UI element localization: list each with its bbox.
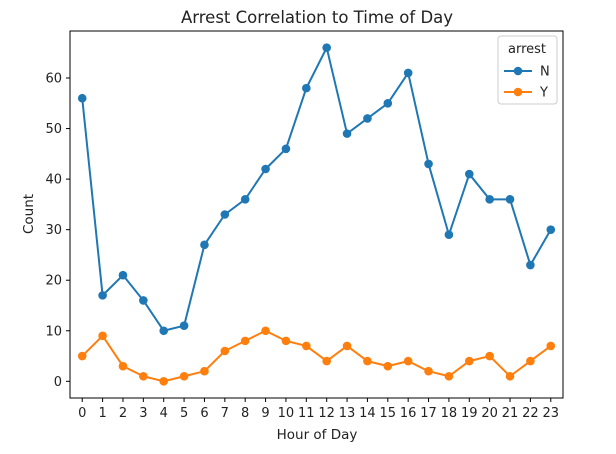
x-tick-label: 7	[221, 406, 229, 421]
x-tick-label: 14	[359, 406, 376, 421]
x-tick-label: 16	[400, 406, 417, 421]
legend-label-n: N	[540, 65, 550, 80]
y-tick-label: 20	[45, 274, 62, 289]
data-point-y	[363, 356, 372, 366]
y-axis-ticks: 0 10 20 30 40 50 60	[45, 72, 70, 390]
data-point-n	[444, 230, 454, 240]
data-point-y	[281, 336, 291, 346]
y-tick-label: 10	[45, 324, 62, 339]
x-tick-label: 21	[502, 406, 519, 421]
data-point-y	[302, 341, 311, 351]
data-point-y	[444, 371, 454, 381]
data-point-y	[139, 371, 148, 381]
data-point-y	[98, 331, 107, 341]
data-point-y	[220, 346, 230, 356]
data-point-y	[322, 356, 331, 366]
data-point-n	[485, 195, 494, 204]
axes-layer	[69, 30, 564, 399]
x-tick-label: 8	[241, 406, 249, 421]
data-point-n	[281, 144, 291, 154]
data-point-n	[505, 195, 515, 204]
legend-marker-n	[513, 66, 523, 76]
data-point-n	[159, 326, 169, 336]
x-tick-label: 19	[461, 406, 478, 421]
data-point-y	[424, 366, 433, 376]
data-point-n	[464, 169, 474, 179]
data-point-y	[383, 361, 393, 371]
data-point-n	[200, 240, 209, 250]
data-point-y	[240, 336, 250, 346]
plot-frame	[69, 30, 564, 399]
data-point-n	[403, 68, 413, 78]
x-tick-label: 23	[543, 406, 560, 421]
data-point-n	[98, 291, 107, 300]
data-point-y	[546, 341, 556, 351]
data-point-y	[179, 371, 189, 381]
chart-title: Arrest Correlation to Time of Day	[181, 8, 453, 27]
legend-label-y: Y	[539, 86, 548, 101]
data-point-y	[261, 326, 270, 336]
data-point-y	[77, 351, 87, 361]
x-tick-label: 0	[78, 406, 86, 421]
x-tick-label: 17	[420, 406, 437, 421]
x-tick-label: 12	[318, 406, 335, 421]
x-tick-label: 6	[200, 406, 208, 421]
x-tick-label: 3	[139, 406, 147, 421]
x-tick-label: 20	[481, 406, 498, 421]
series-layer	[77, 43, 556, 386]
legend-items: NY	[504, 65, 550, 101]
data-point-y	[342, 341, 352, 351]
x-tick-label: 9	[261, 406, 269, 421]
x-tick-label: 5	[180, 406, 188, 421]
data-point-n	[546, 225, 556, 234]
x-tick-label: 15	[380, 406, 397, 421]
data-point-y	[505, 371, 515, 381]
data-point-y	[464, 356, 474, 366]
data-point-n	[322, 43, 331, 52]
data-point-n	[139, 296, 148, 305]
data-point-n	[240, 195, 250, 204]
legend-title: arrest	[508, 42, 546, 57]
data-point-n	[77, 93, 87, 103]
x-tick-label: 4	[160, 406, 168, 421]
data-point-n	[342, 129, 352, 138]
data-point-n	[179, 321, 189, 331]
data-point-n	[526, 260, 535, 270]
y-tick-label: 40	[45, 173, 62, 188]
y-tick-label: 60	[45, 72, 62, 87]
data-point-n	[383, 98, 393, 108]
x-tick-label: 18	[441, 406, 458, 421]
data-point-n	[220, 210, 230, 219]
series-line-y	[81, 329, 552, 383]
data-point-y	[526, 356, 535, 366]
data-point-n	[363, 114, 372, 123]
data-point-n	[302, 83, 311, 93]
data-point-y	[118, 361, 128, 371]
x-tick-label: 10	[278, 406, 295, 421]
data-point-y	[159, 377, 169, 386]
data-point-n	[424, 159, 433, 169]
data-point-n	[261, 164, 270, 174]
x-tick-label: 22	[522, 406, 539, 421]
y-tick-label: 50	[45, 122, 62, 137]
series-line-n	[81, 46, 552, 332]
y-axis-title: Count	[21, 194, 37, 234]
data-point-y	[200, 366, 209, 376]
legend: arrest NY	[497, 35, 558, 105]
data-point-y	[403, 356, 413, 366]
y-tick-label: 30	[45, 223, 62, 238]
x-tick-label: 13	[339, 406, 356, 421]
x-tick-label: 2	[119, 406, 127, 421]
legend-marker-y	[513, 87, 523, 97]
x-axis-title: Hour of Day	[277, 427, 358, 443]
data-point-y	[485, 351, 494, 361]
x-axis-ticks: 0 1 2 3 4 5 6 7 8 9 10 11 12 13 14 15 16 17 18 19 20 21 22 23	[78, 398, 559, 421]
data-point-n	[118, 270, 128, 280]
x-tick-label: 11	[298, 406, 315, 421]
x-tick-label: 1	[98, 406, 106, 421]
y-tick-label: 0	[54, 375, 62, 390]
